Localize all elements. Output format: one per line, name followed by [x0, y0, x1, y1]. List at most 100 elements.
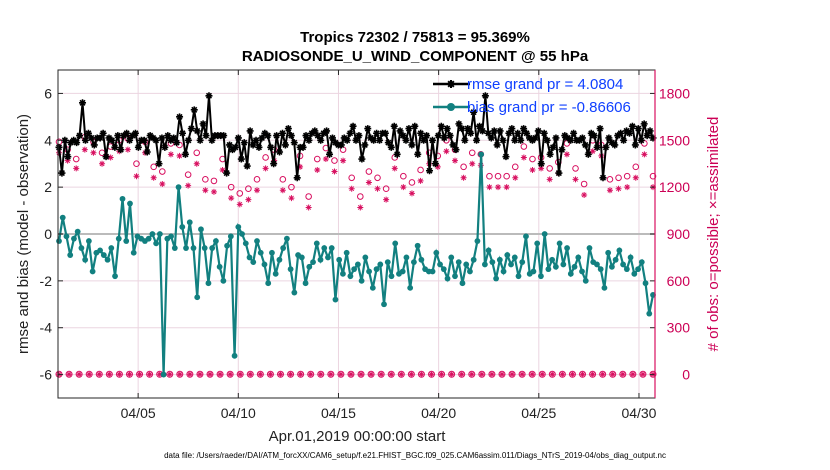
- bias-point: [194, 294, 201, 301]
- obs-assimilated-zero-point: [277, 371, 283, 377]
- rmse-point: [337, 141, 345, 149]
- rmse-point: [431, 160, 439, 168]
- bias-point: [601, 284, 608, 291]
- bias-point: [638, 259, 645, 266]
- obs-possible-zero-point: [538, 370, 546, 378]
- obs-assimilated-zero-point: [66, 371, 72, 377]
- obs-possible-point: [623, 172, 631, 180]
- bias-point: [511, 254, 518, 261]
- obs-assimilated-zero-point: [177, 371, 183, 377]
- rmse-point: [549, 143, 557, 151]
- rmse-point: [476, 122, 484, 130]
- bias-point: [269, 249, 275, 256]
- bias-point: [287, 266, 294, 273]
- rmse-point: [602, 143, 610, 151]
- rmse-point: [261, 129, 269, 137]
- bias-point: [366, 268, 372, 275]
- rmse-point: [534, 127, 542, 135]
- rmse-point: [340, 134, 348, 142]
- bias-point: [59, 214, 66, 221]
- obs-assimilated-zero-point: [157, 371, 163, 377]
- obs-possible-zero-point: [65, 370, 73, 378]
- bias-point: [257, 249, 264, 256]
- y2-tick-label: 1200: [659, 179, 690, 195]
- rmse-point: [164, 132, 172, 140]
- obs-assimilated-zero-point: [257, 371, 263, 377]
- bias-series: [56, 151, 656, 378]
- obs-possible-point: [632, 163, 640, 171]
- bias-point: [78, 245, 85, 251]
- obs-possible-point: [649, 172, 657, 180]
- obs-possible-zero-point: [478, 370, 486, 378]
- rmse-point: [155, 160, 163, 168]
- bias-point: [594, 261, 600, 268]
- rmse-point: [449, 141, 457, 149]
- y-tick-label: 6: [44, 85, 52, 101]
- y-tick-label: -6: [40, 367, 53, 383]
- bias-point: [183, 245, 189, 251]
- rmse-point: [228, 146, 236, 154]
- chart-subtitle: RADIOSONDE_U_WIND_COMPONENT @ 55 hPa: [242, 48, 589, 65]
- rmse-point: [631, 141, 639, 149]
- obs-assimilated-zero-point: [600, 371, 606, 377]
- rmse-point: [290, 139, 298, 147]
- obs-possible-zero-point: [377, 370, 385, 378]
- obs-possible-zero-point: [397, 370, 405, 378]
- bias-point: [549, 256, 556, 263]
- rmse-point: [517, 136, 525, 144]
- rmse-point: [599, 174, 607, 182]
- rmse-point: [190, 106, 198, 114]
- obs-possible-point: [503, 172, 510, 180]
- rmse-point: [317, 136, 325, 144]
- rmse-point: [267, 143, 275, 151]
- bias-point: [575, 254, 582, 261]
- obs-assimilated-point: [503, 184, 510, 191]
- obs-assimilated-zero-point: [519, 371, 525, 377]
- rmse-point: [575, 136, 583, 144]
- obs-possible-zero-point: [226, 370, 234, 378]
- x-tick-label: 04/25: [521, 405, 556, 421]
- bias-point: [474, 238, 481, 244]
- obs-possible-point: [193, 149, 201, 157]
- rmse-point: [376, 136, 384, 144]
- rmse-point: [67, 139, 75, 147]
- obs-possible-point: [210, 177, 218, 185]
- bias-point: [605, 249, 612, 256]
- rmse-point: [170, 134, 178, 142]
- y-axis-label: rmse and bias (model - observation): [15, 114, 32, 354]
- obs-assimilated-point: [99, 160, 106, 167]
- rmse-point: [508, 125, 516, 133]
- obs-assimilated-point: [365, 179, 372, 186]
- y-tick-label: 4: [44, 132, 52, 148]
- rmse-point: [331, 139, 339, 147]
- rmse-point: [179, 129, 187, 137]
- obs-assimilated-point: [451, 157, 458, 164]
- obs-assimilated-point: [606, 187, 613, 194]
- bias-point: [579, 268, 585, 275]
- obs-assimilated-point: [641, 151, 648, 158]
- x-tick-label: 04/10: [221, 405, 256, 421]
- obs-assimilated-point: [219, 166, 226, 173]
- rmse-point: [134, 143, 142, 151]
- rmse-point: [55, 143, 63, 151]
- bias-point: [112, 273, 118, 280]
- rmse-point: [637, 136, 645, 144]
- rmse-point: [226, 141, 234, 149]
- y2-tick-label: 0: [682, 367, 690, 383]
- rmse-point: [646, 127, 654, 135]
- obs-assimilated-zero-point: [298, 371, 304, 377]
- rmse-point: [87, 134, 95, 142]
- obs-possible-zero-point: [75, 370, 83, 378]
- rmse-point: [617, 129, 625, 137]
- bias-point: [328, 245, 335, 251]
- legend-rmse-text: rmse grand pr = 4.0804: [467, 76, 623, 93]
- obs-assimilated-point: [348, 185, 355, 192]
- rmse-point: [284, 125, 292, 133]
- bias-point: [179, 224, 186, 230]
- bias-point: [612, 256, 619, 263]
- bias-point: [224, 242, 231, 249]
- footer-data-file: data file: /Users/raeder/DAI/ATM_forcXX/…: [164, 451, 666, 460]
- bias-point: [198, 226, 204, 233]
- bias-point: [332, 296, 339, 303]
- obs-assimilated-zero-point: [610, 371, 616, 377]
